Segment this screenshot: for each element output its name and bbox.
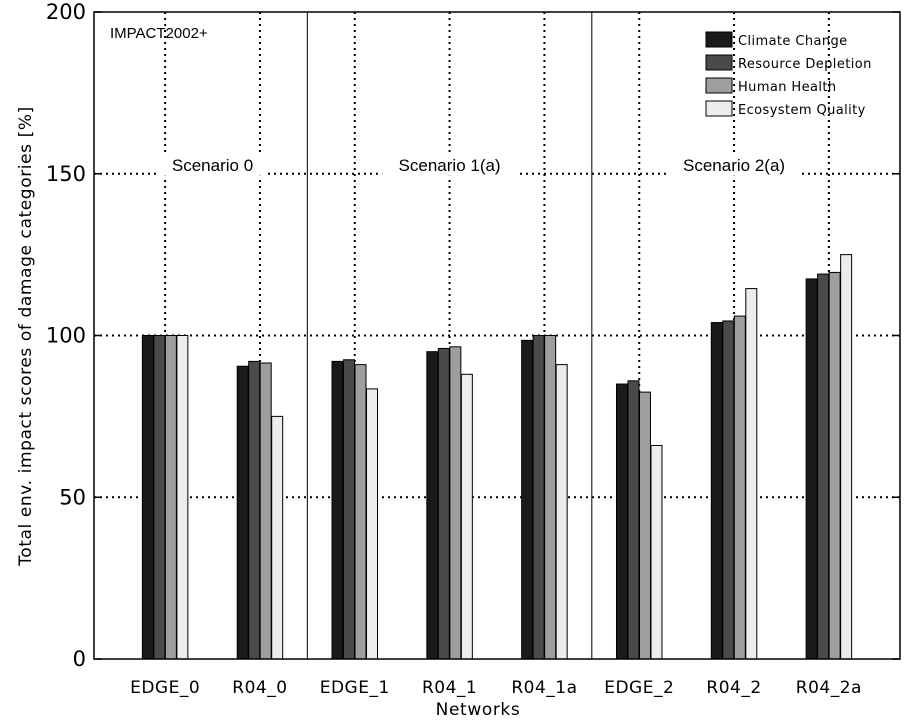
bar: [745, 288, 758, 660]
scenario-label: Scenario 0: [172, 156, 253, 175]
bar: [354, 364, 367, 660]
y-tick-label: 0: [73, 647, 86, 671]
bar: [828, 271, 841, 660]
y-tick-label: 150: [46, 162, 86, 186]
bar: [331, 360, 344, 660]
bar: [343, 359, 356, 660]
x-tick-label: EDGE_0: [130, 678, 200, 698]
x-tick-label: R04_2: [706, 678, 761, 698]
scenario-label-bg: [159, 153, 266, 176]
bar: [650, 444, 663, 660]
bar: [248, 360, 261, 660]
bar: [236, 365, 249, 660]
bar: [366, 388, 379, 660]
x-tick-label: R04_1a: [511, 678, 577, 698]
bar: [733, 315, 746, 660]
scenario-labels: Scenario 0 Scenario 1(a) Scenario 2(a): [159, 153, 802, 176]
scenario-label: Scenario 2(a): [683, 156, 785, 175]
bar: [176, 335, 189, 660]
legend-swatch: [705, 100, 733, 117]
scenario-separators: [306, 12, 593, 659]
bar: [817, 273, 830, 660]
bar: [840, 254, 853, 660]
method-annotation: IMPACT2002+: [110, 25, 208, 42]
legend-label: Human Health: [738, 80, 837, 95]
y-tick-label: 200: [46, 0, 86, 24]
x-tick-label: R04_2a: [796, 678, 862, 698]
y-tick-label: 50: [59, 485, 86, 509]
x-tick-label: EDGE_1: [320, 678, 390, 698]
bars: [141, 254, 853, 660]
x-tick-label: EDGE_2: [604, 678, 674, 698]
x-tick-label: R04_0: [232, 678, 287, 698]
bar: [271, 415, 284, 660]
scenario-label: Scenario 1(a): [399, 156, 501, 175]
bar: [449, 346, 462, 660]
bar: [259, 362, 272, 660]
bar: [437, 347, 450, 660]
bar: [460, 373, 473, 660]
legend-swatch: [705, 31, 733, 48]
x-axis-ticks: EDGE_0 R04_0 EDGE_1 R04_1 R04_1a EDGE_2 R04_2 R…: [130, 678, 862, 698]
bar: [627, 380, 640, 660]
legend: Climate Change Resource Depletion Human He…: [705, 31, 872, 118]
bar: [544, 335, 557, 660]
x-tick-label: R04_1: [422, 678, 477, 698]
bar: [532, 335, 545, 660]
bar: [805, 278, 818, 660]
bar: [426, 351, 439, 660]
bar: [722, 320, 735, 660]
bar: [164, 335, 177, 660]
bar: [521, 339, 534, 660]
legend-swatch: [705, 54, 733, 71]
bar: [638, 391, 651, 660]
y-tick-label: 100: [46, 324, 86, 348]
legend-label: Ecosystem Quality: [738, 103, 866, 118]
y-axis-title: Total env. impact scores of damage categ…: [16, 106, 36, 567]
legend-label: Climate Change: [738, 34, 848, 49]
legend-label: Resource Depletion: [738, 57, 872, 72]
legend-swatch: [705, 77, 733, 94]
scenario-label-bg: [382, 153, 517, 176]
bar: [153, 335, 166, 660]
scenario-label-bg: [666, 153, 802, 176]
bar: [141, 335, 154, 660]
bar: [555, 364, 568, 660]
bar: [615, 383, 628, 660]
bar: [710, 322, 723, 660]
x-axis-title: Networks: [436, 700, 521, 720]
y-axis-ticks: 0 50 100 150 200: [46, 0, 900, 671]
